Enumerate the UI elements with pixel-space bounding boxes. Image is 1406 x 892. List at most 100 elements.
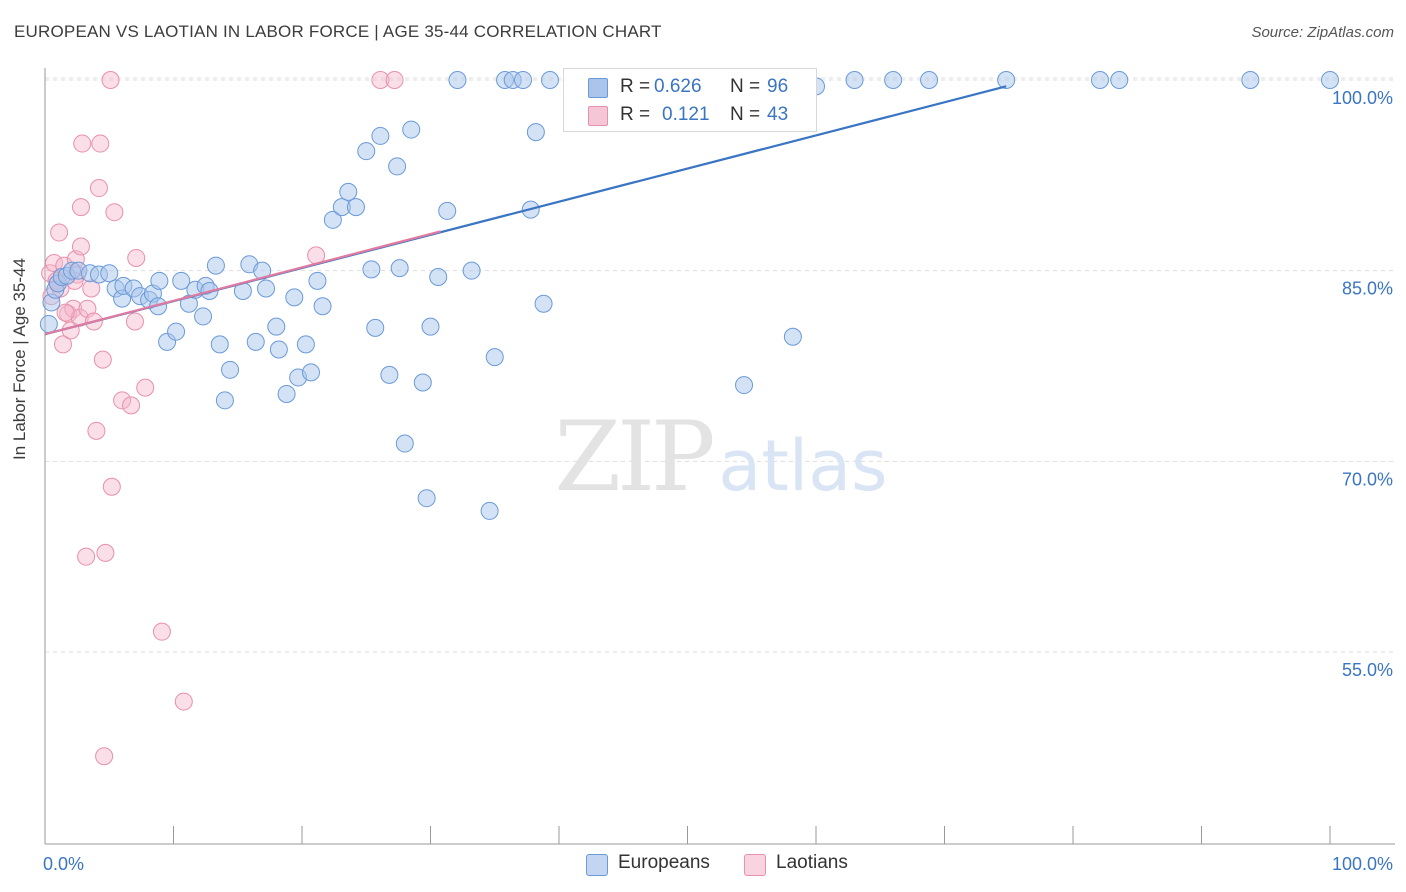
data-point-europeans [296, 335, 315, 354]
data-point-laotians [53, 335, 72, 354]
data-point-laotians [371, 71, 390, 89]
data-point-europeans [1321, 71, 1339, 89]
data-point-europeans [206, 256, 225, 275]
data-point-laotians [125, 312, 144, 331]
data-point-europeans [485, 348, 504, 367]
data-point-europeans [277, 384, 296, 403]
chart-title: EUROPEAN VS LAOTIAN IN LABOR FORCE | AGE… [14, 22, 662, 41]
data-point-europeans [366, 318, 385, 337]
x-tick-label: 100.0% [1332, 854, 1393, 874]
data-point-europeans [246, 332, 265, 351]
data-point-laotians [56, 303, 75, 322]
legend-r-label: R = [620, 76, 651, 97]
y-tick-label: 85.0% [1342, 279, 1393, 299]
data-point-europeans [221, 360, 240, 379]
data-point-laotians [71, 237, 90, 256]
data-point-europeans [388, 157, 407, 176]
data-point-europeans [390, 259, 409, 278]
data-point-europeans [371, 126, 390, 145]
data-point-europeans [413, 373, 432, 392]
data-point-europeans [172, 271, 191, 290]
legend-r-value: 0.121 [662, 104, 710, 125]
source-label: Source: ZipAtlas.com [1251, 24, 1394, 41]
data-point-laotians [89, 179, 108, 198]
y-tick-label: 55.0% [1342, 660, 1393, 680]
data-point-europeans [346, 198, 365, 217]
data-point-europeans [339, 182, 358, 201]
data-point-europeans [301, 363, 320, 382]
data-point-laotians [152, 622, 171, 641]
data-point-europeans [1110, 71, 1129, 89]
data-point-laotians [91, 134, 110, 153]
data-point-europeans [313, 297, 332, 316]
stats-legend: R = 0.626 N = 96 R = 0.121 N = 43 [563, 68, 817, 132]
data-point-europeans [1241, 71, 1260, 89]
data-point-europeans [438, 201, 457, 220]
data-point-laotians [87, 421, 106, 440]
watermark-zip: ZIP [554, 401, 713, 513]
legend-label-laotians: Laotians [776, 852, 848, 873]
legend-swatch-laotians [588, 106, 608, 126]
data-point-europeans [920, 71, 939, 89]
data-point-laotians [385, 71, 404, 89]
data-point-laotians [50, 223, 69, 242]
data-point-laotians [95, 747, 114, 766]
legend-n-label: N = [730, 104, 761, 125]
data-point-europeans [267, 317, 286, 336]
trendline-laotians [44, 230, 442, 336]
data-point-laotians [174, 692, 193, 711]
data-point-europeans [429, 268, 448, 287]
legend-swatch-laotians [744, 854, 766, 876]
data-point-europeans [480, 501, 499, 520]
data-point-laotians [127, 248, 146, 267]
data-point-europeans [210, 335, 229, 354]
data-point-europeans [357, 142, 376, 161]
data-point-laotians [122, 396, 141, 415]
data-point-europeans [417, 489, 436, 508]
data-point-europeans [269, 340, 288, 359]
legend-swatch-europeans [586, 854, 608, 876]
data-point-europeans [395, 434, 414, 453]
legend-row-laotians: R = 0.121 N = 43 [564, 101, 816, 129]
legend-row-europeans: R = 0.626 N = 96 [564, 73, 816, 101]
data-point-laotians [96, 543, 115, 562]
legend-r-label: R = [620, 104, 651, 125]
legend-n-value: 43 [767, 104, 789, 125]
data-point-laotians [105, 203, 124, 222]
data-point-europeans [997, 71, 1016, 89]
data-point-europeans [380, 365, 399, 384]
data-point-laotians [102, 477, 121, 496]
data-point-europeans [448, 71, 467, 89]
data-point-europeans [462, 261, 481, 280]
legend-r-value: 0.626 [654, 76, 702, 97]
data-point-laotians [113, 391, 132, 410]
y-axis-label: In Labor Force | Age 35-44 [10, 258, 29, 460]
data-point-europeans [402, 120, 421, 139]
data-point-europeans [884, 71, 903, 89]
legend-n-value: 96 [767, 76, 789, 97]
data-point-europeans [285, 288, 304, 307]
data-point-europeans [39, 315, 58, 334]
legend-n-label: N = [730, 76, 761, 97]
data-point-europeans [514, 71, 533, 89]
data-point-laotians [101, 71, 120, 89]
data-point-laotians [44, 254, 63, 273]
data-point-europeans [735, 376, 754, 395]
data-point-europeans [534, 294, 553, 313]
data-point-europeans [845, 71, 864, 89]
watermark-atlas: atlas [718, 425, 887, 507]
data-point-laotians [136, 378, 155, 397]
data-point-europeans [167, 322, 186, 341]
series-legend: Europeans Laotians [0, 852, 1406, 878]
y-tick-label: 70.0% [1342, 469, 1393, 489]
data-point-europeans [362, 260, 381, 279]
data-point-laotians [93, 350, 112, 369]
y-tick-label: 100.0% [1332, 88, 1393, 108]
data-point-europeans [257, 279, 276, 298]
data-point-laotians [71, 198, 90, 217]
data-point-europeans [421, 317, 440, 336]
data-point-laotians [73, 134, 92, 153]
watermark: ZIP atlas [554, 401, 887, 513]
data-point-europeans [194, 307, 213, 326]
